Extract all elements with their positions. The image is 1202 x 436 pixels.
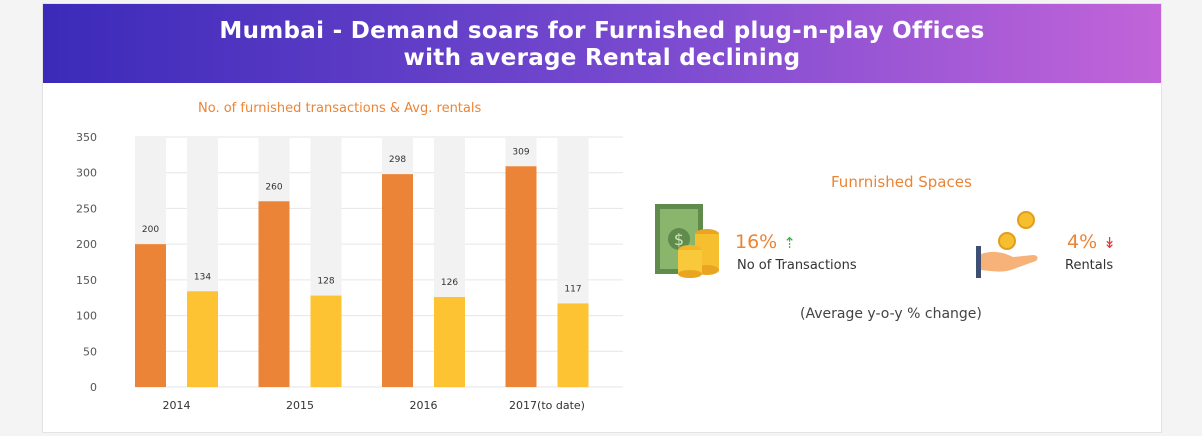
transactions-pct-value: 16% [735, 231, 778, 253]
bar [310, 295, 342, 387]
bar [382, 174, 413, 387]
y-tick-label: 0 [90, 381, 97, 394]
transactions-label: No of Transactions [737, 258, 857, 273]
summary-title: Funrnished Spaces [831, 173, 972, 191]
summary-note: (Average y-o-y % change) [800, 306, 982, 322]
data-label: 200 [142, 225, 159, 235]
rentals-pct-value: 4% [1067, 231, 1098, 253]
y-tick-label: 200 [76, 238, 97, 251]
y-tick-label: 100 [76, 310, 97, 323]
y-tick-label: 300 [76, 167, 97, 180]
transactions-pct: 16% ⇡ [735, 231, 796, 253]
y-tick-label: 250 [76, 202, 97, 215]
rentals-pct: 4% ↡ [1067, 231, 1116, 253]
chart-title: No. of furnished transactions & Avg. ren… [198, 101, 482, 116]
arrow-up-icon: ⇡ [783, 234, 796, 252]
y-tick-label: 350 [76, 131, 97, 144]
data-label: 309 [512, 147, 529, 157]
bar [258, 201, 290, 387]
x-tick-label: 2017(to date) [509, 399, 585, 412]
money-coins-icon: $ [655, 204, 719, 278]
bar [505, 166, 537, 387]
header-banner: Mumbai - Demand soars for Furnished plug… [43, 4, 1161, 83]
data-label: 126 [441, 278, 458, 288]
bar [434, 297, 465, 387]
bar-chart: 0 50 100 150 200 250 300 350 200 134 2014 260 128 201… [76, 131, 623, 412]
y-tick-label: 150 [76, 274, 97, 287]
header-title-line1: Mumbai - Demand soars for Furnished plug… [219, 18, 985, 44]
arrow-down-icon: ↡ [1103, 234, 1116, 252]
data-label: 134 [194, 272, 211, 282]
data-label: 117 [564, 284, 581, 294]
svg-text:$: $ [674, 230, 684, 249]
bar [135, 244, 166, 387]
bar [557, 303, 589, 387]
data-label: 298 [389, 155, 406, 165]
rentals-label: Rentals [1065, 258, 1114, 273]
x-tick-label: 2015 [286, 399, 314, 412]
hand-coins-icon [976, 211, 1038, 278]
data-label: 128 [317, 277, 334, 287]
y-tick-label: 50 [83, 345, 97, 358]
bar [187, 291, 218, 387]
x-tick-label: 2016 [410, 399, 438, 412]
x-tick-label: 2014 [163, 399, 191, 412]
header-title-line2: with average Rental declining [403, 45, 801, 71]
data-label: 260 [265, 182, 282, 192]
infographic-card: Mumbai - Demand soars for Furnished plug… [42, 3, 1162, 433]
